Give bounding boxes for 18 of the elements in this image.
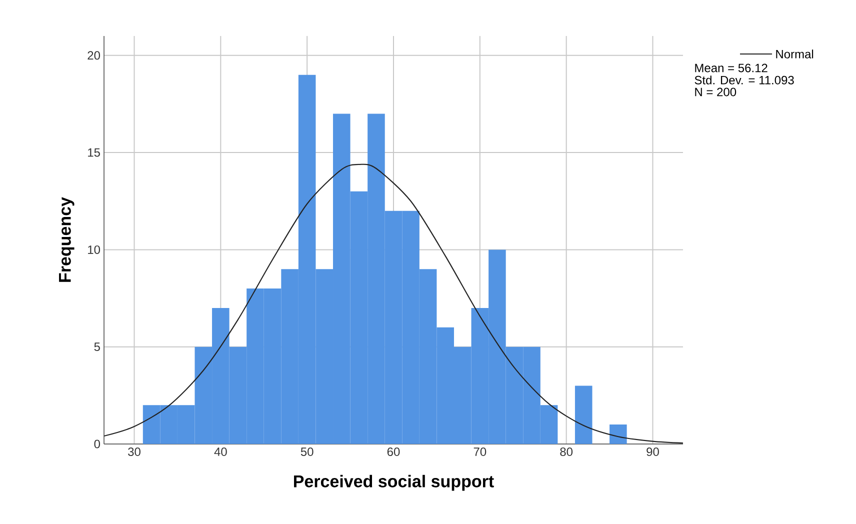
y-tick-label: 10: [88, 245, 100, 254]
y-axis-title: Frequency: [59, 197, 74, 282]
x-tick-label: 40: [214, 448, 227, 456]
x-tick-label: 50: [300, 448, 314, 456]
x-tick-label: 30: [128, 448, 140, 456]
y-tick-label: 0: [94, 440, 100, 448]
y-tick-label: 20: [88, 51, 100, 60]
text: Std. Dev. = 11.093: [694, 76, 794, 84]
x-tick-label: 60: [387, 448, 400, 456]
legend-label: Normal: [776, 50, 814, 58]
x-tick-label: 90: [646, 448, 659, 456]
x-tick-label: 80: [560, 448, 573, 456]
y-tick-label: 5: [94, 342, 100, 352]
text: N = 200: [695, 88, 736, 96]
text: Mean = 56.12: [695, 64, 768, 72]
y-tick-label: 15: [88, 148, 100, 157]
x-tick-label: 70: [474, 448, 486, 456]
x-axis-title: Perceived social support: [294, 474, 494, 491]
